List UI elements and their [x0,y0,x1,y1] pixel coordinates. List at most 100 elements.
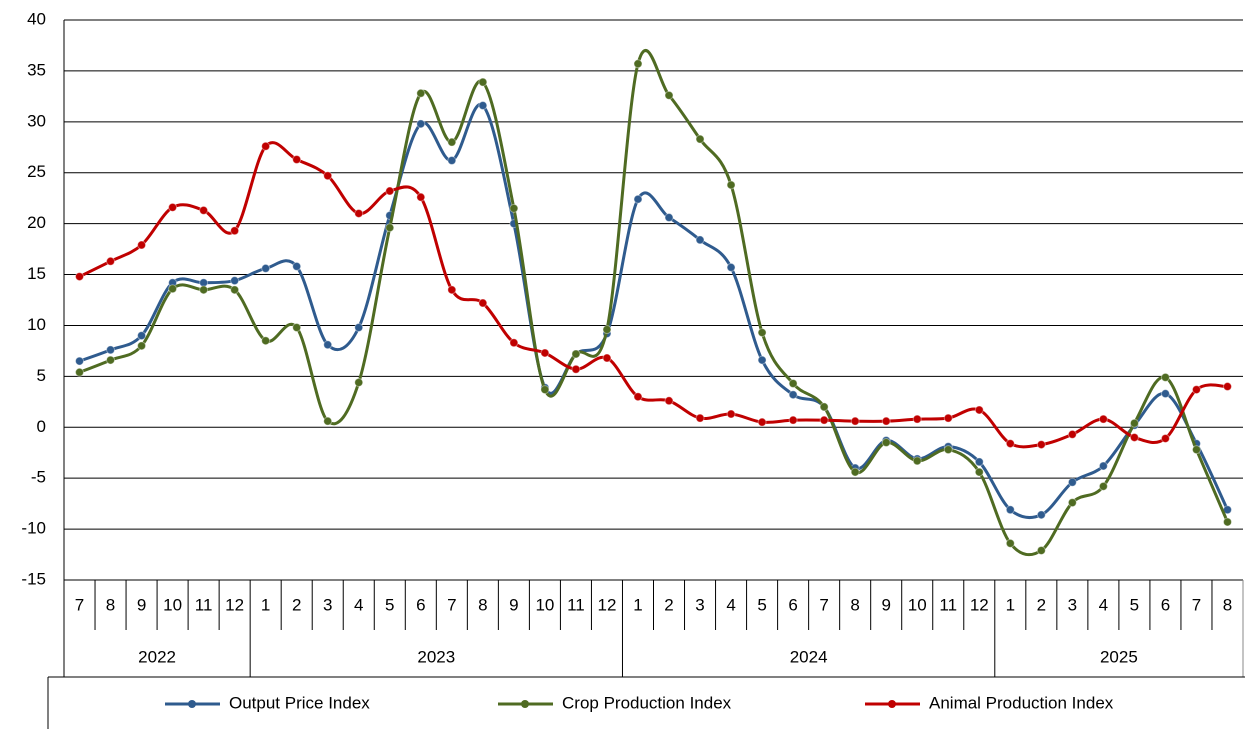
point [788,378,798,388]
point [726,409,736,419]
x-tick-label: 3 [1068,595,1077,614]
year-label: 2025 [1100,647,1138,666]
point [633,392,643,402]
point [1191,385,1201,395]
y-tick-label: -15 [21,569,46,588]
x-tick-label: 10 [908,595,927,614]
point [695,413,705,423]
point [757,417,767,427]
x-tick-label: 3 [695,595,704,614]
point [447,285,457,295]
point [1036,545,1046,555]
point [1005,439,1015,449]
point [819,402,829,412]
x-tick-label: 6 [1161,595,1170,614]
point [974,405,984,415]
point [819,415,829,425]
point [416,119,426,129]
y-tick-label: 35 [27,60,46,79]
point [261,336,271,346]
point [261,141,271,151]
series-line [78,49,1229,557]
point [912,456,922,466]
point [385,186,395,196]
y-tick-label: 40 [27,9,46,28]
point [881,438,891,448]
x-tick-label: 11 [939,595,957,614]
point [354,322,364,332]
point [1129,418,1139,428]
x-tick-label: 7 [75,595,84,614]
point [1222,517,1232,527]
point [1067,429,1077,439]
point [757,328,767,338]
y-tick-label: 30 [27,111,46,130]
x-tick-label: 9 [509,595,518,614]
x-tick-label: 9 [881,595,890,614]
point [75,367,85,377]
point [416,88,426,98]
point [881,416,891,426]
x-tick-label: 11 [195,595,213,614]
point [1098,414,1108,424]
point [230,226,240,236]
legend-marker [521,700,529,708]
x-tick-label: 12 [970,595,989,614]
point [75,356,85,366]
y-tick-label: 20 [27,213,46,232]
x-tick-label: 2 [1037,595,1046,614]
point [323,416,333,426]
series-line [78,141,1228,449]
x-tick-label: 12 [597,595,616,614]
point [1036,510,1046,520]
x-tick-label: 4 [726,595,735,614]
series-line [79,102,1229,520]
point [602,325,612,335]
x-tick-label: 11 [567,595,585,614]
point [695,134,705,144]
point [230,276,240,286]
point [106,345,116,355]
point [571,349,581,359]
point [478,101,488,111]
point [726,262,736,272]
year-label: 2022 [138,647,176,666]
point [1067,477,1077,487]
point [354,208,364,218]
x-tick-label: 2 [292,595,301,614]
point [447,156,457,166]
point [509,203,519,213]
point [1129,432,1139,442]
x-tick-label: 8 [478,595,487,614]
point [850,416,860,426]
point [664,396,674,406]
point [416,192,426,202]
point [509,338,519,348]
point [292,154,302,164]
x-tick-label: 8 [1223,595,1232,614]
y-tick-label: -10 [21,519,46,538]
point [1005,538,1015,548]
point [974,457,984,467]
point [1222,382,1232,392]
point [757,355,767,365]
year-label: 2024 [790,647,828,666]
point [199,205,209,215]
legend-label: Animal Production Index [929,693,1114,712]
point [168,202,178,212]
point [137,331,147,341]
x-tick-label: 1 [1006,595,1015,614]
x-tick-label: 2 [664,595,673,614]
point [602,353,612,363]
point [664,90,674,100]
y-tick-label: -5 [31,468,46,487]
point [106,256,116,266]
point [633,59,643,69]
point [726,180,736,190]
x-tick-label: 9 [137,595,146,614]
x-tick-label: 7 [1192,595,1201,614]
point [943,445,953,455]
legend-marker [888,700,896,708]
point [912,414,922,424]
